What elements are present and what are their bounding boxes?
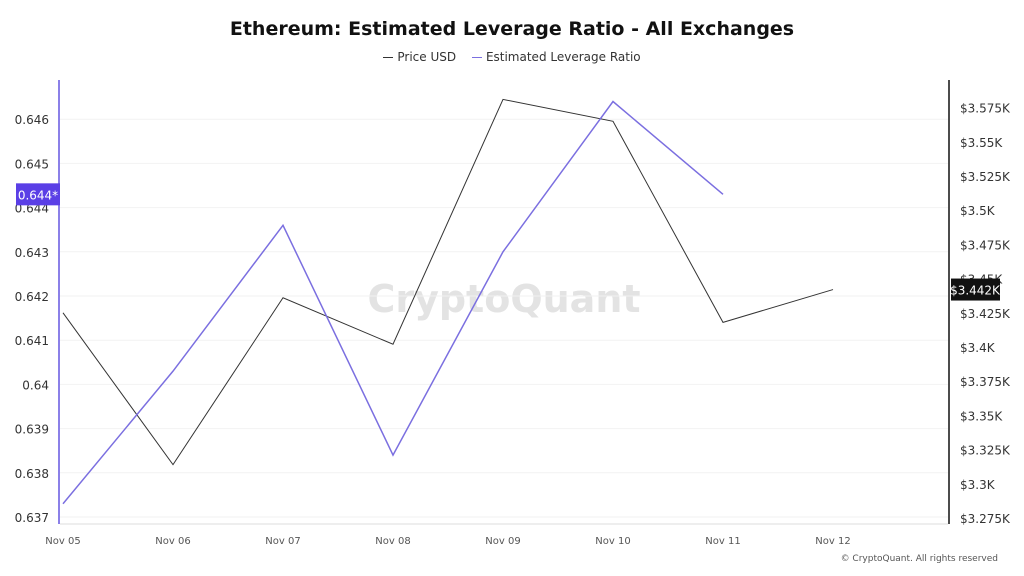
left-tick-label: 0.643: [15, 246, 49, 260]
legend-price-label: Price USD: [397, 50, 457, 64]
series-line-price: [62, 98, 834, 466]
right-tick-label: $3.5K: [960, 204, 996, 218]
right-tick-label: $3.55K: [960, 136, 1003, 150]
x-tick-label: Nov 06: [155, 536, 190, 547]
right-tick-label: $3.3K: [960, 478, 996, 492]
x-tick-label: Nov 08: [375, 536, 410, 547]
legend: Price USD Estimated Leverage Ratio: [0, 50, 1024, 64]
leverage-swatch: [471, 57, 482, 58]
right-tick-label: $3.525K: [960, 170, 1011, 184]
left-tick-label: 0.642: [15, 290, 49, 304]
copyright: © CryptoQuant. All rights reserved: [840, 554, 998, 564]
left-tick-label: 0.646: [15, 113, 49, 127]
right-tick-label: $3.425K: [960, 307, 1011, 321]
legend-leverage-label: Estimated Leverage Ratio: [485, 50, 641, 64]
chart-title: Ethereum: Estimated Leverage Ratio - All…: [229, 18, 795, 40]
left-tick-label: 0.641: [15, 334, 49, 348]
right-tick-label: $3.325K: [960, 444, 1011, 458]
left-tick-label: 0.637: [15, 511, 49, 525]
right-current-badge: [951, 278, 1000, 301]
x-tick-label: Nov 05: [45, 536, 80, 547]
right-tick-label: $3.375K: [960, 375, 1011, 389]
x-tick-label: Nov 12: [815, 536, 850, 547]
x-tick-label: Nov 09: [485, 536, 520, 547]
watermark: CryptoQuant: [367, 277, 640, 321]
right-tick-label: $3.275K: [960, 512, 1011, 526]
left-current-badge: [16, 183, 60, 206]
left-tick-label: 0.64: [22, 378, 49, 392]
right-tick-label: $3.475K: [960, 238, 1011, 252]
x-tick-label: Nov 11: [705, 536, 740, 547]
x-tick-label: Nov 10: [595, 536, 630, 547]
x-tick-label: Nov 07: [265, 536, 300, 547]
right-tick-label: $3.575K: [960, 102, 1011, 116]
right-tick-label: $3.35K: [960, 409, 1003, 423]
left-tick-label: 0.639: [15, 423, 49, 437]
right-tick-label: $3.4K: [960, 341, 996, 355]
left-current-label: 0.644*: [18, 188, 58, 202]
left-tick-label: 0.645: [15, 157, 49, 171]
legend-price[interactable]: Price USD: [383, 50, 456, 64]
left-tick-label: 0.638: [15, 467, 49, 481]
legend-leverage[interactable]: Estimated Leverage Ratio: [471, 50, 641, 64]
right-current-label: $3.442K: [950, 284, 1001, 298]
price-swatch: [383, 57, 394, 58]
